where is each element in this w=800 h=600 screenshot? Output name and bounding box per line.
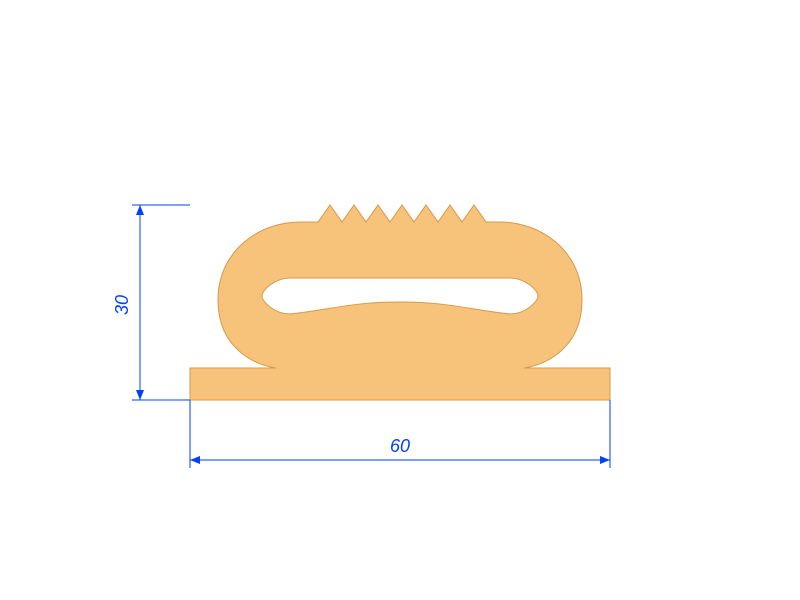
width-value: 60	[390, 436, 410, 456]
height-value: 30	[112, 295, 132, 315]
horizontal-dimension: 60	[190, 400, 610, 468]
technical-drawing: 30 60	[0, 0, 800, 600]
profile-cross-section	[190, 205, 610, 400]
vertical-dimension: 30	[112, 205, 190, 400]
